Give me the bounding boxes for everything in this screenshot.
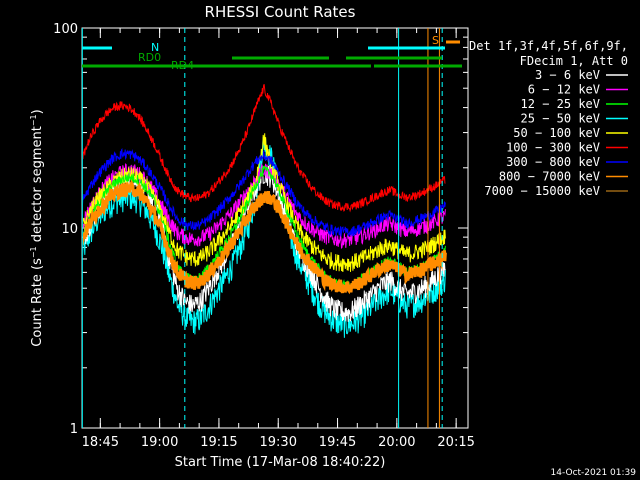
decimation-label: RD0 bbox=[138, 51, 161, 64]
attenuator-label: N bbox=[151, 41, 159, 54]
x-tick-label: 19:45 bbox=[319, 435, 356, 450]
x-tick-label: 20:15 bbox=[437, 435, 474, 450]
series-line-4 bbox=[83, 133, 446, 272]
series-group bbox=[83, 83, 447, 338]
legend-header-line-1: Det 1f,3f,4f,5f,6f,9f, bbox=[469, 39, 628, 53]
series-line-6 bbox=[83, 147, 446, 237]
legend-entry-2: 12 − 25 keV bbox=[521, 97, 600, 111]
rate-label: RD4 bbox=[171, 59, 194, 72]
legend-entry-4: 50 − 100 keV bbox=[513, 126, 600, 140]
x-tick-label: 18:45 bbox=[82, 435, 119, 450]
x-tick-label: 19:30 bbox=[260, 435, 297, 450]
y-tick-label: 1 bbox=[70, 422, 78, 437]
x-tick-label: 20:00 bbox=[378, 435, 415, 450]
legend-entry-8: 7000 − 15000 keV bbox=[484, 184, 600, 198]
legend-entry-6: 300 − 800 keV bbox=[506, 155, 600, 169]
series-line-7 bbox=[83, 179, 447, 295]
x-tick-label: 19:00 bbox=[141, 435, 178, 450]
chart-title: RHESSI Count Rates bbox=[205, 3, 356, 21]
timestamp: 14-Oct-2021 01:39 bbox=[551, 468, 637, 478]
legend-entry-0: 3 − 6 keV bbox=[535, 68, 600, 82]
y-tick-label: 10 bbox=[61, 222, 78, 237]
series-line-5 bbox=[83, 83, 446, 213]
saa-label: S bbox=[432, 34, 439, 47]
legend: Det 1f,3f,4f,5f,6f,9f, FDecim 1, Att 0 3… bbox=[469, 39, 628, 198]
legend-header-line-2: FDecim 1, Att 0 bbox=[520, 54, 628, 68]
x-axis-label: Start Time (17-Mar-08 18:40:22) bbox=[175, 455, 386, 470]
y-axis-label: Count Rate (s−1 detector segment−1) bbox=[29, 109, 45, 346]
legend-entry-5: 100 − 300 keV bbox=[506, 141, 600, 155]
x-tick-label: 19:15 bbox=[200, 435, 237, 450]
y-tick-label: 100 bbox=[53, 22, 78, 37]
legend-entry-7: 800 − 7000 keV bbox=[499, 170, 600, 184]
legend-entry-1: 6 − 12 keV bbox=[528, 83, 600, 97]
x-axis: 18:45 19:00 19:15 19:30 19:45 20:00 20:15 bbox=[82, 28, 475, 450]
legend-entry-3: 25 − 50 keV bbox=[521, 112, 600, 126]
y-axis: 1 10 100 bbox=[53, 22, 468, 437]
